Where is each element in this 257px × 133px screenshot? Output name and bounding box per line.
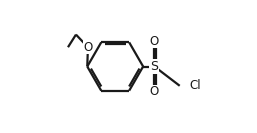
Text: Cl: Cl (189, 79, 201, 92)
Text: O: O (83, 41, 93, 54)
Text: S: S (150, 60, 158, 73)
Text: O: O (150, 35, 159, 48)
Text: O: O (150, 85, 159, 98)
